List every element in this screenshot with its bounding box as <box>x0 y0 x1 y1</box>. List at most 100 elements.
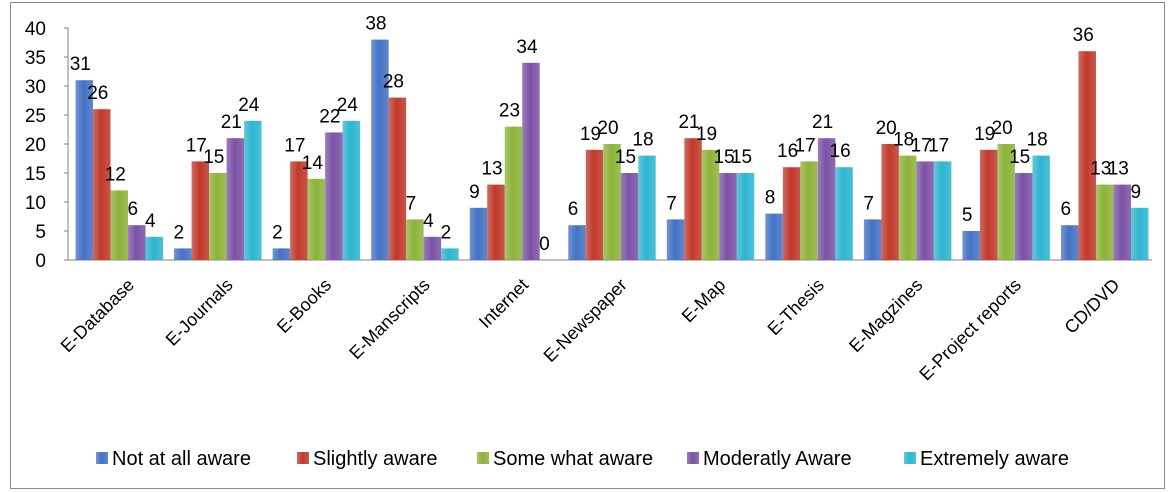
bar-not-at-all-aware-e-magzines <box>863 219 882 260</box>
data-label: 20 <box>992 118 1013 139</box>
legend-label: Extremely aware <box>920 448 1069 470</box>
bar-not-at-all-aware-e-manscripts <box>371 39 389 260</box>
bar-extremely-aware-cd-dvd <box>1130 207 1149 260</box>
y-tick-label: 25 <box>25 106 46 127</box>
data-label: 36 <box>1073 25 1094 46</box>
bar-slightly-aware-e-project-reports <box>979 149 998 260</box>
bar-slightly-aware-e-magzines <box>881 144 899 260</box>
data-label: 6 <box>568 199 579 220</box>
bar-moderatly-aware-internet <box>522 62 540 260</box>
data-label: 9 <box>469 182 480 203</box>
data-label: 17 <box>911 135 932 156</box>
data-label: 15 <box>203 147 224 168</box>
bar-not-at-all-aware-e-map <box>666 219 685 260</box>
data-label: 22 <box>319 106 340 127</box>
data-label: 21 <box>678 112 699 133</box>
data-label: 20 <box>876 118 897 139</box>
bars <box>75 39 1149 261</box>
data-label: 26 <box>87 83 108 104</box>
category-label: E-Map <box>678 275 730 327</box>
bar-extremely-aware-e-map <box>736 173 755 260</box>
data-label: 34 <box>516 37 538 58</box>
bar-slightly-aware-e-newspaper <box>585 149 604 260</box>
bar-extremely-aware-e-project-reports <box>1032 155 1050 260</box>
data-label: 19 <box>696 124 717 145</box>
data-label: 15 <box>615 147 636 168</box>
bar-moderatly-aware-e-magzines <box>916 161 934 260</box>
data-label: 2 <box>441 222 452 243</box>
y-tick-label: 20 <box>25 135 46 156</box>
category-label: E-Thesis <box>764 275 828 339</box>
category-label: E-Journals <box>162 275 237 350</box>
data-label: 20 <box>597 118 618 139</box>
data-label: 17 <box>928 135 949 156</box>
y-tick-label: 30 <box>25 77 46 98</box>
y-tick-label: 35 <box>25 48 46 69</box>
data-label: 18 <box>1027 130 1048 151</box>
category-label: E-Manscripts <box>345 275 433 363</box>
legend-label: Moderatly Aware <box>703 448 852 470</box>
bar-not-at-all-aware-e-database <box>75 80 94 260</box>
legend-swatch-slightly-aware <box>297 452 309 464</box>
bar-extremely-aware-e-database <box>145 236 164 260</box>
bar-moderatly-aware-e-journals <box>226 138 245 260</box>
data-label: 6 <box>127 199 138 220</box>
bar-not-at-all-aware-e-project-reports <box>962 231 980 260</box>
category-label: E-Newspaper <box>540 275 631 366</box>
bar-slightly-aware-e-books <box>290 161 308 260</box>
data-label: 13 <box>1108 159 1129 180</box>
data-label: 16 <box>777 141 798 162</box>
bar-some-what-aware-e-newspaper <box>603 144 621 260</box>
data-label: 13 <box>1090 159 1111 180</box>
data-label: 16 <box>830 141 851 162</box>
legend-label: Slightly aware <box>313 448 438 470</box>
data-label: 7 <box>863 193 874 214</box>
bar-slightly-aware-e-database <box>93 109 111 260</box>
bar-extremely-aware-e-newspaper <box>638 155 656 260</box>
data-label: 18 <box>893 130 914 151</box>
bar-moderatly-aware-e-newspaper <box>620 173 639 260</box>
data-label: 21 <box>812 112 833 133</box>
bar-not-at-all-aware-cd-dvd <box>1060 225 1079 260</box>
data-label: 4 <box>145 211 156 232</box>
data-label: 14 <box>302 153 324 174</box>
bar-extremely-aware-e-journals <box>244 120 262 260</box>
y-tick-label: 10 <box>25 193 46 214</box>
data-label: 17 <box>284 135 305 156</box>
bar-moderatly-aware-e-map <box>719 173 737 260</box>
chart-frame <box>10 2 1165 489</box>
bar-extremely-aware-e-thesis <box>835 167 853 260</box>
bar-slightly-aware-e-journals <box>191 161 210 260</box>
y-tick-label: 15 <box>25 164 46 185</box>
legend-swatch-extremely-aware <box>904 452 916 464</box>
data-label: 13 <box>481 159 502 180</box>
legend-swatch-some-what-aware <box>477 452 489 464</box>
data-label: 31 <box>70 54 91 75</box>
data-label: 12 <box>105 164 126 185</box>
data-label: 24 <box>238 95 260 116</box>
bar-some-what-aware-internet <box>504 126 523 260</box>
data-label: 6 <box>1060 199 1071 220</box>
legend-label: Some what aware <box>493 448 653 470</box>
bar-some-what-aware-e-books <box>307 178 326 260</box>
category-label: E-Database <box>57 275 138 356</box>
y-tick-label: 0 <box>35 251 46 272</box>
y-tick-label: 5 <box>35 222 46 243</box>
data-label: 9 <box>1130 182 1141 203</box>
data-label: 17 <box>795 135 816 156</box>
bar-slightly-aware-e-thesis <box>782 167 801 260</box>
bar-not-at-all-aware-internet <box>469 207 488 260</box>
bar-not-at-all-aware-e-thesis <box>765 213 783 260</box>
category-label: CD/DVD <box>1061 275 1124 338</box>
data-label: 4 <box>423 211 434 232</box>
bar-slightly-aware-cd-dvd <box>1078 51 1096 261</box>
bar-not-at-all-aware-e-books <box>272 248 291 260</box>
legend-swatch-not-at-all-aware <box>96 452 108 464</box>
data-label: 21 <box>221 112 242 133</box>
bar-extremely-aware-e-magzines <box>933 161 952 260</box>
category-label: Internet <box>475 275 532 332</box>
bar-some-what-aware-e-thesis <box>800 161 818 260</box>
data-label: 7 <box>666 193 677 214</box>
bar-slightly-aware-e-manscripts <box>388 97 407 260</box>
